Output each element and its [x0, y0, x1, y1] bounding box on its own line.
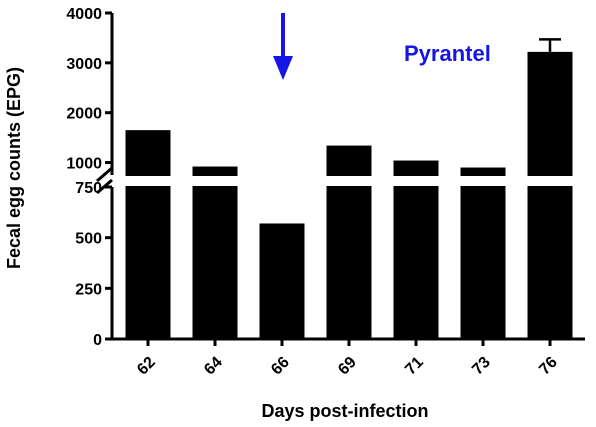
y-tick-label-2000: 2000	[66, 106, 102, 123]
bar-day-64	[192, 166, 238, 339]
annotation-label: Pyrantel	[404, 41, 491, 66]
x-tick-label-71: 71	[402, 354, 427, 379]
y-tick-label-3000: 3000	[66, 56, 102, 73]
x-tick-label-64: 64	[201, 354, 226, 379]
y-axis	[96, 11, 114, 341]
bar-day-66	[259, 223, 305, 339]
treatment-arrow-icon	[273, 13, 293, 80]
bar-day-71	[393, 160, 439, 339]
y-tick-label-0: 0	[93, 332, 102, 349]
x-tick-label-73: 73	[469, 354, 494, 379]
y-tick-label-750: 750	[75, 180, 102, 197]
y-tick-label-1000: 1000	[66, 156, 102, 173]
x-axis-title: Days post-infection	[261, 401, 428, 421]
arrow-head	[273, 56, 293, 80]
bar-day-69	[326, 145, 372, 339]
bar-day-62	[125, 130, 171, 339]
y-tick-label-250: 250	[75, 281, 102, 298]
bar-day-73	[460, 167, 506, 339]
x-axis	[110, 337, 585, 346]
axis-break-slash-upper	[96, 166, 113, 183]
x-tick-label-62: 62	[134, 354, 159, 379]
axis-break-slash-lower	[96, 178, 113, 195]
y-tick-label-4000: 4000	[66, 6, 102, 23]
x-tick-label-66: 66	[268, 354, 293, 379]
bar-day-76	[527, 51, 573, 339]
bars-group	[125, 38, 573, 339]
break-band	[90, 176, 596, 186]
x-tick-label-76: 76	[536, 354, 561, 379]
x-tick-label-69: 69	[335, 354, 360, 379]
treatment-annotation: Pyrantel	[273, 13, 491, 80]
y-axis-title: Fecal egg counts (EPG)	[4, 67, 24, 269]
y-tick-label-500: 500	[75, 231, 102, 248]
axis-break-gap	[90, 176, 596, 186]
